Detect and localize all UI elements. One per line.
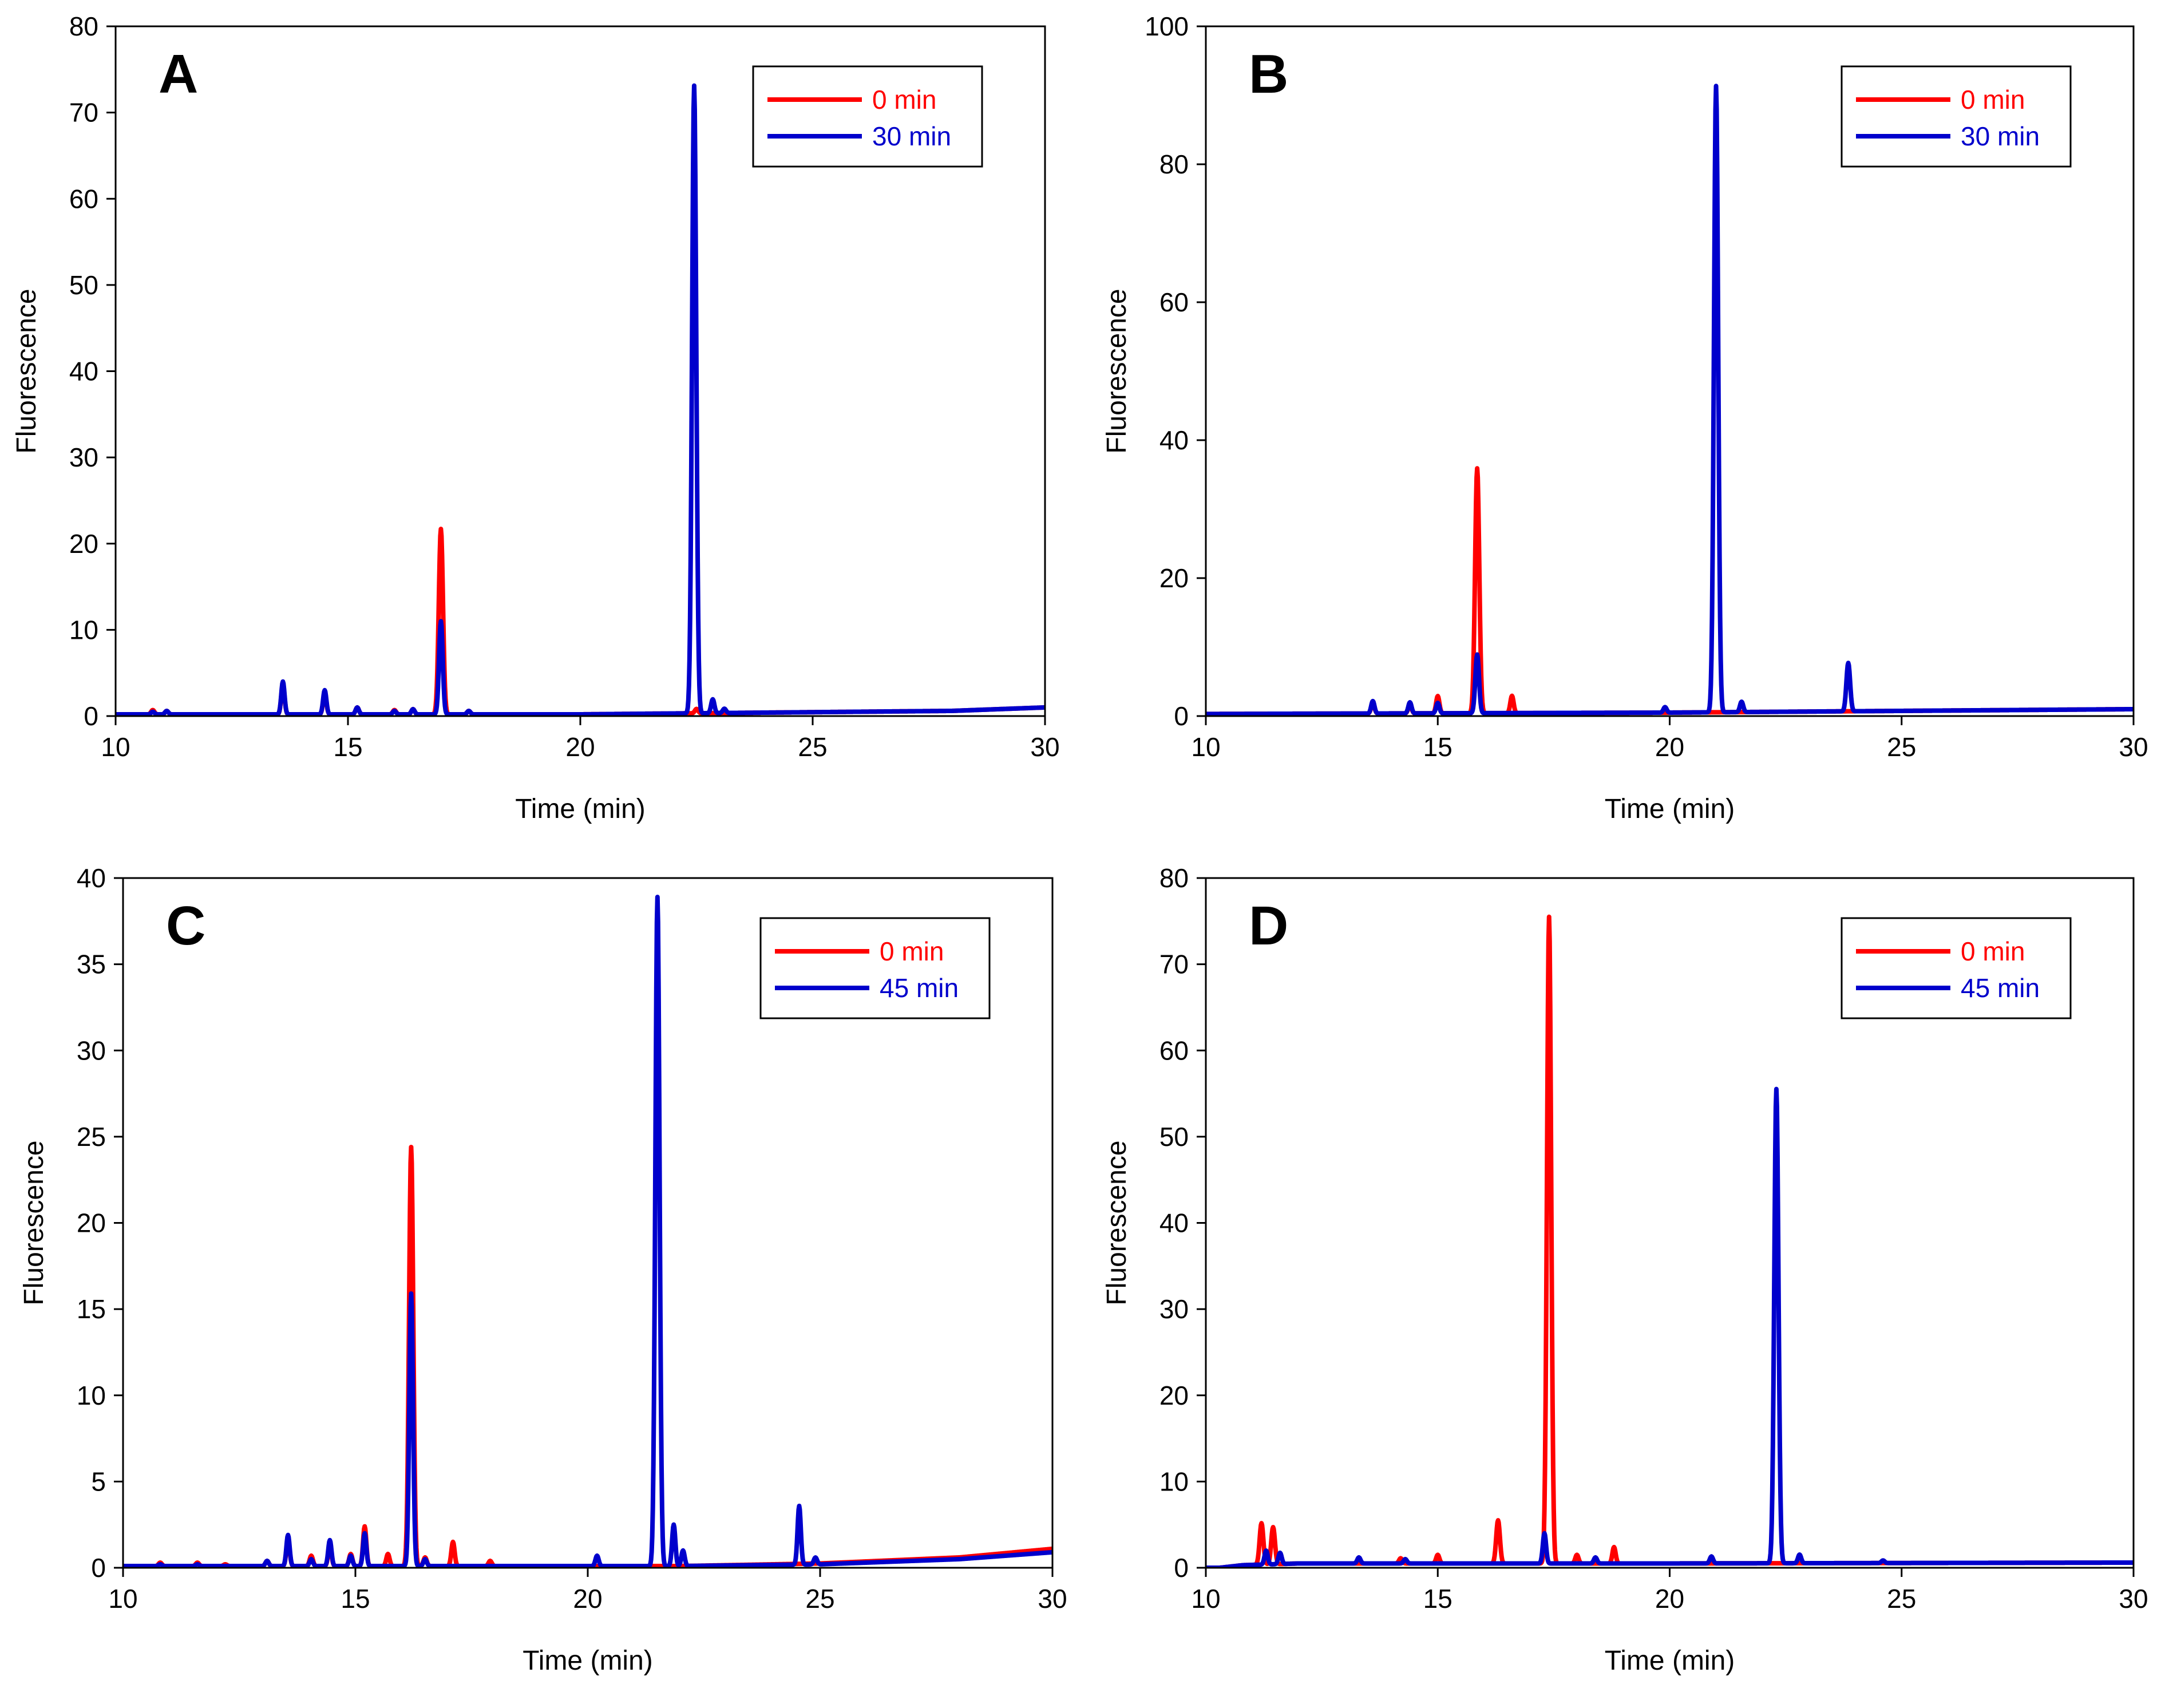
plot-area [116, 83, 1045, 716]
series-line-30-min [116, 83, 1045, 716]
x-tick-label: 10 [108, 1584, 137, 1614]
chart-panel-b: 10 15 20 25 30 0 20 40 60 80 100 Time (min) Fluoresc… [1102, 11, 2148, 824]
x-tick-label: 20 [565, 732, 595, 762]
y-tick-label: 60 [1159, 287, 1189, 317]
y-tick-label: 40 [69, 357, 98, 386]
x-axis-title: Time (min) [515, 794, 646, 824]
y-tick-label: 0 [84, 701, 98, 731]
y-tick-label: 100 [1145, 11, 1189, 41]
y-tick-label: 80 [69, 11, 98, 41]
x-axis-title: Time (min) [1605, 1646, 1735, 1676]
x-tick-label: 15 [1423, 732, 1452, 762]
y-tick-label: 80 [1159, 149, 1189, 179]
y-tick-label: 40 [77, 863, 106, 893]
plot-area [1206, 84, 2134, 716]
legend-box [1841, 917, 2072, 1019]
series-line-0-min [123, 1144, 1052, 1568]
y-tick-label: 20 [69, 529, 98, 559]
x-tick-label: 15 [341, 1584, 370, 1614]
y-tick-label: 80 [1159, 863, 1189, 893]
y-tick-label: 70 [1159, 950, 1189, 979]
legend-label: 0 min [880, 936, 944, 966]
y-axis-title: Fluorescence [1102, 288, 1132, 453]
series-line-30-min [1206, 84, 2134, 716]
y-tick-label: 0 [91, 1553, 106, 1583]
legend-label: 0 min [1961, 936, 2025, 966]
legend: 0 min 45 min [759, 917, 991, 1019]
x-axis-title: Time (min) [1605, 794, 1735, 824]
legend-box [752, 65, 983, 168]
x-tick-label: 30 [2119, 1584, 2148, 1614]
chart-panel-c: 10 15 20 25 30 0 5 10 15 20 25 30 35 40 Time (min) Fluo… [19, 863, 1067, 1676]
y-tick-label: 50 [69, 270, 98, 300]
x-tick-label: 15 [333, 732, 362, 762]
panel-letter: C [166, 895, 205, 956]
series-line-0-min [1206, 466, 2134, 716]
x-tick-label: 10 [1191, 1584, 1220, 1614]
x-tick-label: 20 [1655, 1584, 1684, 1614]
x-tick-label: 25 [1887, 732, 1916, 762]
y-tick-label: 70 [69, 98, 98, 128]
series-line-45-min [1206, 1086, 2134, 1568]
y-tick-label: 30 [1159, 1294, 1189, 1324]
y-tick-label: 20 [1159, 563, 1189, 593]
y-tick-label: 50 [1159, 1122, 1189, 1152]
plot-area [1206, 914, 2134, 1568]
y-tick-label: 30 [69, 442, 98, 472]
y-tick-label: 20 [77, 1208, 106, 1238]
y-tick-label: 30 [77, 1035, 106, 1065]
y-tick-label: 0 [1174, 1553, 1189, 1583]
x-tick-label: 25 [805, 1584, 834, 1614]
panel-letter: B [1249, 44, 1288, 105]
y-tick-label: 10 [1159, 1466, 1189, 1496]
y-tick-label: 35 [77, 950, 106, 979]
y-tick-label: 10 [77, 1381, 106, 1410]
x-tick-label: 20 [573, 1584, 602, 1614]
series-line-0-min [116, 527, 1045, 716]
legend: 0 min 45 min [1841, 917, 2072, 1019]
legend: 0 min 30 min [752, 65, 983, 168]
legend-label: 0 min [872, 85, 936, 114]
legend-label: 45 min [880, 973, 959, 1003]
y-tick-label: 20 [1159, 1381, 1189, 1410]
x-tick-label: 10 [101, 732, 130, 762]
x-tick-label: 15 [1423, 1584, 1452, 1614]
legend-box [1841, 65, 2072, 168]
x-tick-label: 30 [1038, 1584, 1067, 1614]
legend: 0 min 30 min [1841, 65, 2072, 168]
x-tick-label: 10 [1191, 732, 1220, 762]
y-axis-title: Fluorescence [11, 288, 42, 453]
legend-label: 0 min [1961, 85, 2025, 114]
plot-area [123, 895, 1052, 1568]
legend-label: 45 min [1961, 973, 2040, 1003]
y-tick-label: 40 [1159, 1208, 1189, 1238]
y-tick-label: 25 [77, 1122, 106, 1152]
y-tick-label: 10 [69, 615, 98, 645]
y-tick-label: 0 [1174, 701, 1189, 731]
series-line-45-min [123, 895, 1052, 1568]
x-tick-label: 20 [1655, 732, 1684, 762]
legend-label: 30 min [872, 121, 951, 151]
panel-letter: D [1249, 895, 1288, 956]
panel-letter: A [159, 44, 198, 105]
y-tick-label: 15 [77, 1294, 106, 1324]
legend-box [759, 917, 991, 1019]
x-tick-label: 30 [1030, 732, 1059, 762]
x-tick-label: 25 [798, 732, 827, 762]
x-axis-title: Time (min) [523, 1646, 653, 1676]
x-tick-label: 30 [2119, 732, 2148, 762]
y-tick-label: 60 [1159, 1035, 1189, 1065]
legend-label: 30 min [1961, 121, 2040, 151]
y-tick-label: 5 [91, 1466, 106, 1496]
y-axis-title: Fluorescence [19, 1140, 49, 1305]
y-tick-label: 40 [1159, 425, 1189, 455]
x-tick-label: 25 [1887, 1584, 1916, 1614]
y-tick-label: 60 [69, 184, 98, 214]
y-axis-title: Fluorescence [1102, 1140, 1132, 1305]
